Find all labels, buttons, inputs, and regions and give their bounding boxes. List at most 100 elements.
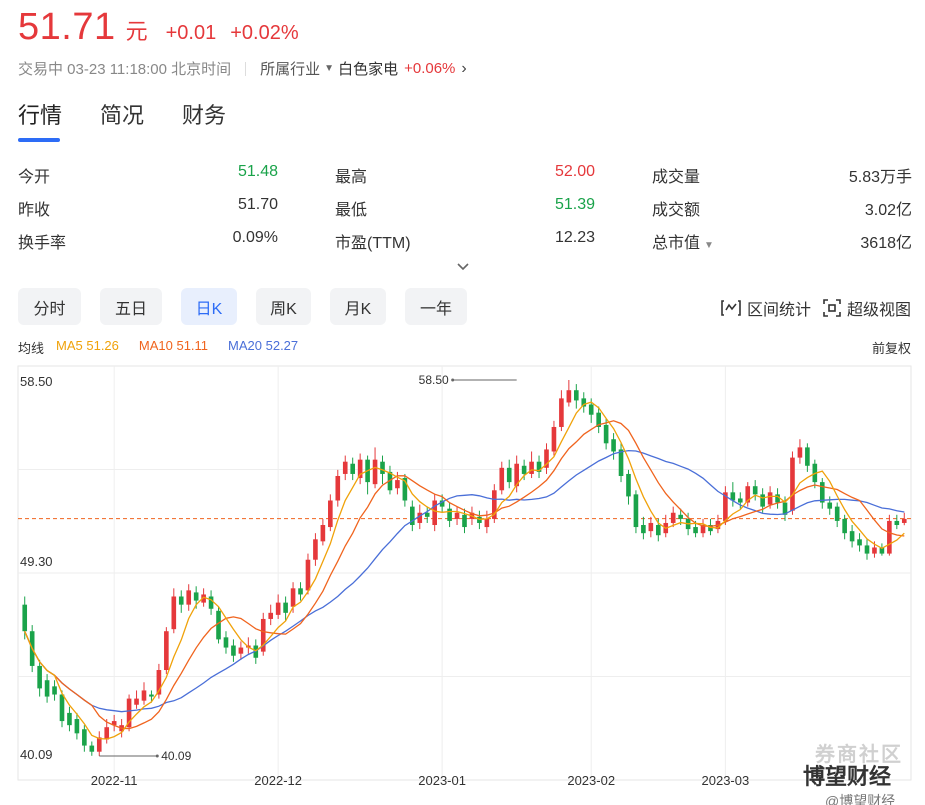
candle [111, 721, 117, 726]
candle [402, 478, 408, 501]
min-label: 40.09 [161, 749, 191, 763]
candle [231, 645, 236, 656]
candle [357, 459, 363, 479]
candle [44, 680, 50, 697]
candle [290, 588, 296, 607]
tab-finance[interactable]: 财务 [182, 103, 227, 128]
candle [775, 494, 780, 503]
ma5-value: MA5 51.26 [56, 338, 119, 353]
tab-profile[interactable]: 简况 [100, 103, 145, 128]
candle [335, 475, 341, 501]
candle [901, 518, 907, 523]
stat-open: 今开 51.48 [18, 162, 278, 186]
candle [216, 610, 221, 640]
candle [424, 512, 430, 517]
industry-name[interactable]: 白色家电 [338, 61, 399, 78]
candle [141, 690, 147, 701]
stat-turnover-rate: 换手率 0.09% [18, 228, 278, 252]
price-adjust-toggle[interactable]: 前复权 [871, 341, 911, 356]
period-weekly-k-button[interactable]: 周K [256, 288, 311, 325]
y-tick-label: 58.50 [20, 374, 53, 389]
candle [767, 492, 773, 505]
candle [521, 465, 527, 474]
price-unit: 元 [125, 19, 148, 44]
candle [193, 592, 199, 601]
candle [439, 500, 445, 507]
candle [842, 518, 847, 534]
candle [395, 480, 400, 489]
range-stats-button[interactable]: 区间统计 [721, 296, 811, 320]
min-marker-dot [155, 754, 159, 758]
candle [298, 588, 303, 595]
candle [737, 498, 743, 503]
candle [447, 508, 452, 521]
x-tick-label: 2023-02 [567, 773, 615, 788]
tab-market[interactable]: 行情 [18, 98, 62, 142]
stats-row: 今开 51.48 最高 52.00 成交量 5.83万手 [18, 158, 912, 191]
candle [618, 449, 624, 476]
candle [693, 527, 698, 534]
industry-change: +0.06% [404, 60, 456, 77]
stat-low: 最低 51.39 [335, 195, 595, 219]
candle [805, 447, 810, 466]
candle [611, 439, 616, 452]
candle [745, 486, 751, 503]
candle [700, 525, 706, 534]
candle [581, 398, 587, 407]
candle [723, 492, 728, 521]
candle [655, 525, 661, 536]
period-monthly-k-button[interactable]: 月K [330, 288, 386, 325]
candle [849, 531, 855, 542]
x-tick-label: 2023-01 [418, 773, 466, 788]
candle [260, 618, 266, 652]
candle [834, 506, 840, 521]
candle [454, 512, 460, 519]
candle [52, 686, 57, 695]
industry-label[interactable]: 所属行业 [260, 61, 321, 78]
candle [596, 412, 601, 427]
candle [894, 520, 900, 526]
main-tabs: 行情 简况 财务 [18, 98, 264, 142]
candle [559, 398, 564, 427]
candle [67, 712, 72, 726]
super-view-button[interactable]: 超级视图 [823, 296, 911, 320]
candle [410, 506, 415, 526]
expand-view-icon [823, 299, 841, 317]
ma20-value: MA20 52.27 [228, 338, 299, 353]
candle [380, 461, 385, 474]
candle [432, 500, 437, 526]
candle [186, 590, 192, 605]
candle [462, 514, 467, 528]
candle [872, 547, 877, 554]
period-5day-button[interactable]: 五日 [100, 288, 162, 325]
candle [208, 596, 214, 609]
candle [82, 729, 87, 746]
chevron-right-icon[interactable]: › [461, 59, 467, 77]
candlestick-chart[interactable]: 58.50 49.30 40.09 2022-11 2022-12 2023-01 2023… [0, 364, 925, 792]
ma5-line [24, 401, 905, 740]
period-intraday-button[interactable]: 分时 [18, 288, 81, 325]
triangle-down-icon: ▼ [324, 63, 335, 74]
candle [238, 647, 244, 654]
candle [74, 719, 80, 734]
candle [104, 727, 110, 740]
candle [648, 522, 654, 532]
candle [484, 518, 490, 528]
stat-pe-ttm: 市盈(TTM) 12.23 [335, 228, 595, 252]
ma10-value: MA10 51.11 [138, 338, 209, 353]
chevron-down-icon[interactable] [455, 260, 471, 274]
stats-row: 昨收 51.70 最低 51.39 成交额 3.02亿 [18, 191, 912, 224]
stat-market-cap[interactable]: 总市值 ▼ 3618亿 [652, 234, 912, 252]
candle [96, 737, 102, 752]
candle [417, 512, 423, 523]
candle [499, 467, 505, 491]
period-daily-k-button[interactable]: 日K [181, 288, 237, 325]
candle [59, 694, 65, 722]
candle [171, 596, 177, 630]
period-1year-button[interactable]: 一年 [405, 288, 467, 325]
candle [178, 596, 184, 605]
candle [283, 602, 288, 613]
candle [372, 459, 378, 485]
candle [730, 492, 736, 501]
candle [551, 426, 557, 452]
